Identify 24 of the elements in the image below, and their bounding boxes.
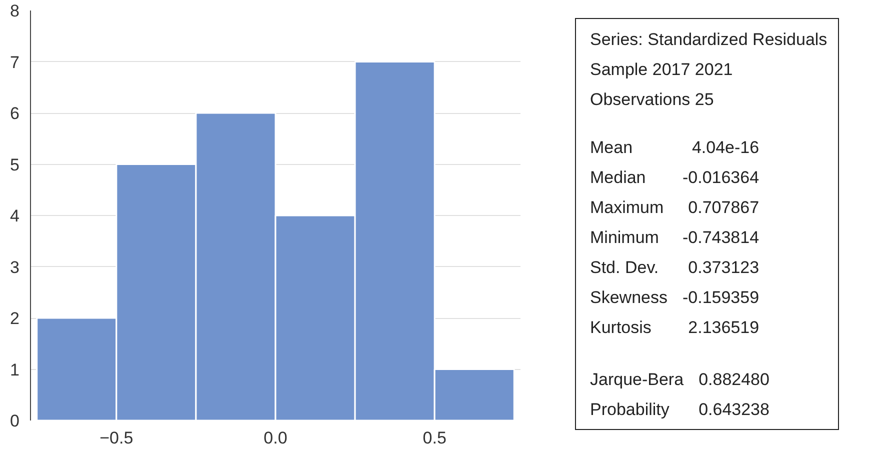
text: Sample 2017 2021 — [590, 59, 734, 81]
text: Kurtosis 2.136519 — [590, 318, 760, 337]
y-tick-label: 5 — [10, 155, 20, 174]
text: Observations 25 — [590, 89, 715, 111]
text: Std. Dev. 0.373123 — [590, 258, 760, 277]
y-tick-label: 7 — [10, 52, 20, 72]
text: Probability 0.643238 — [590, 400, 770, 419]
text: Skewness -0.159359 — [590, 286, 760, 309]
text: Mean 4.04e-16 — [590, 138, 760, 157]
y-tick-label: 1 — [10, 360, 20, 380]
x-tick-label: 0.0 — [264, 428, 288, 448]
y-tick-label: 6 — [10, 104, 20, 123]
text: Series: Standardized Residuals — [590, 29, 828, 51]
text: Jarque-Bera 0.882480 — [590, 368, 770, 391]
x-tick-label: −0.5 — [100, 428, 134, 448]
text: Minimum -0.743814 — [590, 228, 760, 247]
y-tick-label: 0 — [10, 412, 20, 430]
y-tick-label: 3 — [10, 258, 20, 277]
x-tick-label: 0.5 — [422, 428, 446, 448]
text: Maximum 0.707867 — [590, 198, 760, 217]
y-tick-label: 4 — [10, 206, 20, 226]
text: Median -0.016364 — [590, 168, 760, 187]
y-tick-label: 2 — [10, 309, 20, 328]
y-tick-label: 8 — [10, 2, 20, 20]
